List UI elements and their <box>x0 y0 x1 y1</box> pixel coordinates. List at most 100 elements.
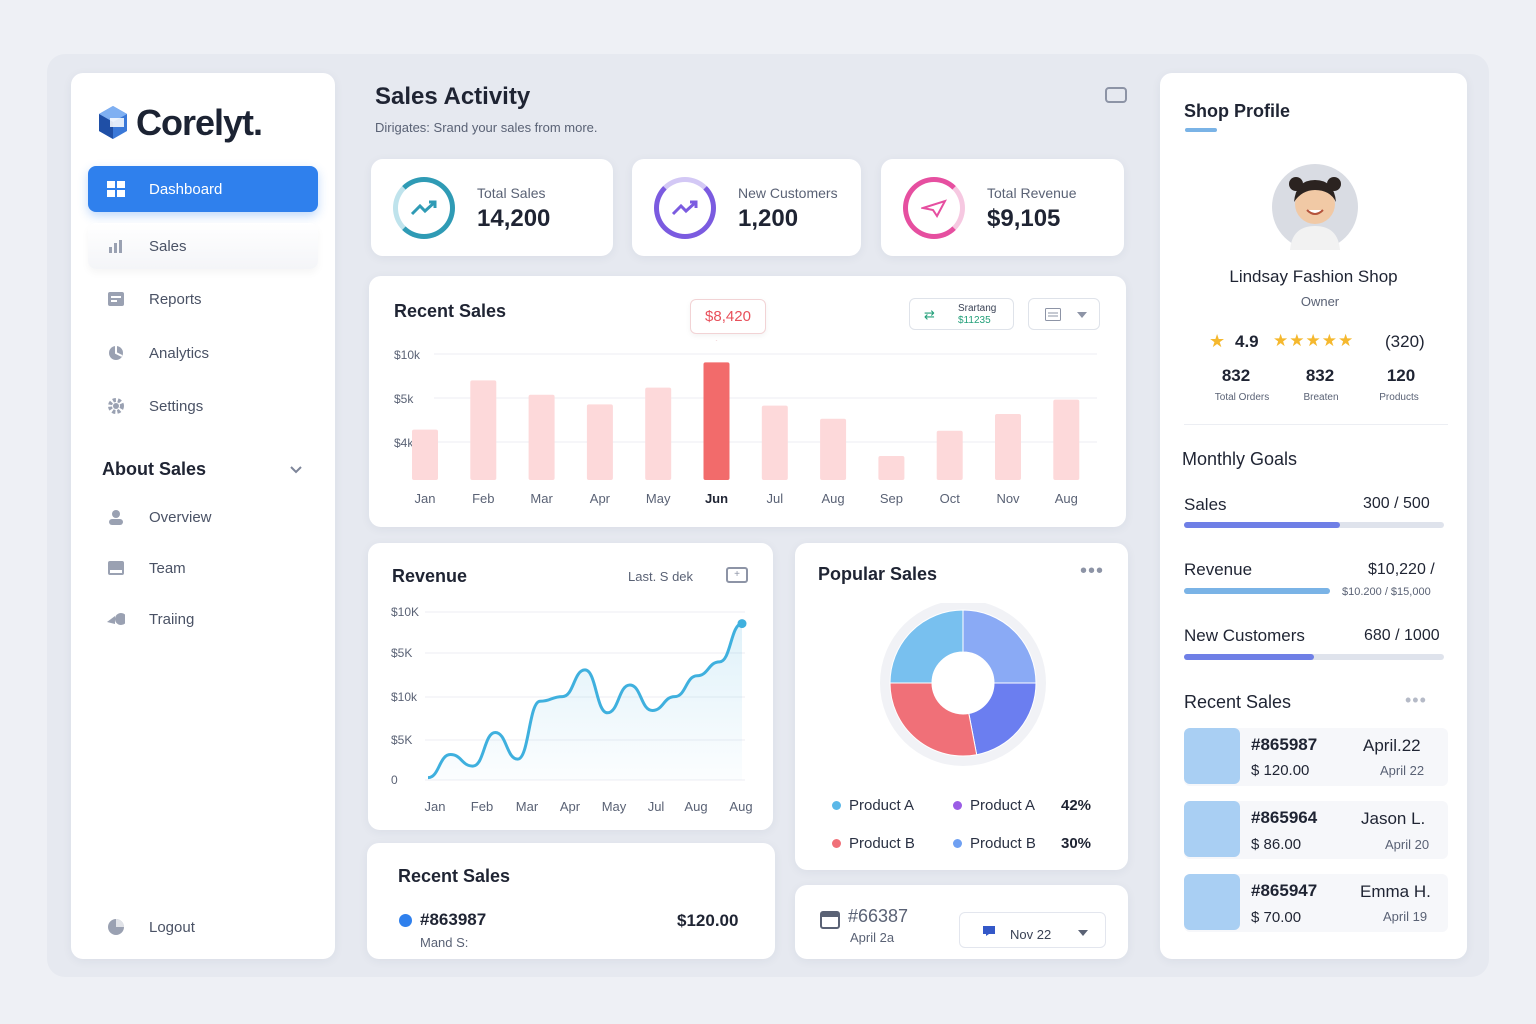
sidebar-item-reports[interactable]: Reports <box>88 276 318 322</box>
brand-logo[interactable]: Corelyt. <box>96 102 263 144</box>
trend-up-icon <box>654 177 716 239</box>
date-dropdown[interactable]: Nov 22 <box>959 912 1106 948</box>
sidebar-item-overview[interactable]: Overview <box>88 494 318 540</box>
bar <box>1053 399 1080 480</box>
bar <box>761 405 788 480</box>
more-icon[interactable]: ••• <box>1080 560 1105 582</box>
goal-progress-fill <box>1184 654 1314 660</box>
stat-card-new-customers[interactable]: New Customers 1,200 <box>632 159 861 256</box>
title-underline <box>1185 128 1217 132</box>
sale-amount: $ 86.00 <box>1251 836 1302 853</box>
sale-amount: $ 120.00 <box>1251 762 1310 779</box>
avatar[interactable] <box>1272 164 1358 250</box>
mini-order-date: April 2a <box>850 930 895 945</box>
x-tick-label: Aug <box>729 799 752 814</box>
stat-label: Total Sales <box>477 185 546 201</box>
tooltip-pointer <box>715 340 718 341</box>
goal-progress-bar <box>1184 588 1330 594</box>
x-tick-label: Jan <box>415 491 436 506</box>
badge-line2: $11235 <box>958 315 991 326</box>
y-tick-label: $10k <box>394 348 421 362</box>
about-sales-heading[interactable]: About Sales <box>102 459 207 479</box>
bar-tooltip: $8,420 <box>690 299 766 334</box>
x-tick-label: Jan <box>425 799 446 814</box>
calendar-icon <box>820 911 840 929</box>
profile-stat-value: 832 <box>1305 366 1335 385</box>
sidebar-item-team[interactable]: Team <box>88 545 318 591</box>
legend-dot <box>832 839 841 848</box>
legend-dot <box>953 801 962 810</box>
order-id[interactable]: #863987 <box>420 910 487 929</box>
x-tick-label: Feb <box>472 491 494 506</box>
recent-sales-bar-chart: $10k $5k $4k Jan Feb Mar Apr May Jun Jul Aug Sep Oct… <box>394 340 1097 506</box>
x-tick-label: Jul <box>766 491 783 506</box>
sidebar-item-analytics[interactable]: Analytics <box>88 330 318 376</box>
sale-id: #865987 <box>1251 735 1318 754</box>
chart-view-dropdown[interactable] <box>1028 298 1100 330</box>
goal-progress-bar <box>1184 654 1444 660</box>
profile-stat-value: 832 <box>1221 366 1251 385</box>
gear-icon <box>107 397 125 415</box>
sidebar-item-settings[interactable]: Settings <box>88 383 318 429</box>
sale-date: April 20 <box>1385 837 1430 852</box>
sidebar-item-label: Team <box>149 559 186 577</box>
goal-value: 300 / 500 <box>1363 495 1430 512</box>
legend-item: Product A <box>832 797 914 814</box>
x-tick-label: Oct <box>940 491 961 506</box>
popular-sales-title: Popular Sales <box>818 564 938 584</box>
recent-sales-chart-title: Recent Sales <box>394 301 507 321</box>
x-tick-label: Feb <box>471 799 493 814</box>
x-tick-label: Mar <box>530 491 553 506</box>
rating-stars-icon: ★★★★★ <box>1273 331 1355 350</box>
divider <box>1184 424 1448 425</box>
bar <box>586 404 613 480</box>
review-count: (320) <box>1385 332 1425 351</box>
add-icon[interactable]: + <box>726 567 748 583</box>
sidebar-item-label: Overview <box>149 508 212 526</box>
x-tick-label: Sep <box>880 491 903 506</box>
profile-stat-label: Breaten <box>1303 392 1339 403</box>
bar <box>703 362 730 480</box>
brand-name: Corelyt. <box>136 102 263 143</box>
badge-line1: Srartang <box>958 303 997 314</box>
page-subtitle: Dirigates: Srand your sales from more. <box>375 120 598 135</box>
send-icon <box>903 177 965 239</box>
goal-value: $10,220 / <box>1368 561 1435 578</box>
legend-item: Product B <box>832 835 915 852</box>
logout-button[interactable]: Logout <box>88 904 318 950</box>
revenue-filter[interactable]: Last. S dek <box>628 569 694 584</box>
page-title: Sales Activity <box>375 83 531 110</box>
chevron-down-icon[interactable] <box>289 462 303 478</box>
sidebar-item-training[interactable]: Traiing <box>88 596 318 642</box>
sidebar-item-dashboard[interactable]: Dashboard <box>88 166 318 212</box>
folder-icon <box>1045 308 1061 321</box>
flag-icon <box>983 926 995 936</box>
stat-value: $9,105 <box>987 205 1061 232</box>
dropdown-value: Nov 22 <box>1010 927 1052 942</box>
message-icon[interactable] <box>1105 87 1127 103</box>
sidebar-item-sales[interactable]: Sales <box>88 223 318 269</box>
profile-stat-label: Total Orders <box>1214 392 1270 403</box>
logo-icon <box>99 106 127 139</box>
stat-card-total-revenue[interactable]: Total Revenue $9,105 <box>881 159 1124 256</box>
more-icon[interactable]: ••• <box>1405 690 1427 710</box>
mini-order-id[interactable]: #66387 <box>848 906 909 926</box>
star-icon: ★ <box>1209 331 1226 351</box>
x-tick-label: Jun <box>705 491 728 506</box>
bar <box>995 414 1021 480</box>
team-icon <box>107 559 125 577</box>
sale-date: April 19 <box>1383 909 1428 924</box>
starting-badge[interactable]: ⇄ Srartang $11235 <box>909 298 1014 330</box>
y-tick-label: 0 <box>391 773 398 787</box>
revenue-chart-title: Revenue <box>392 566 468 586</box>
popular-sales-donut <box>880 603 1046 766</box>
report-icon <box>107 290 125 308</box>
legend-percent-b: 30% <box>1061 835 1092 852</box>
x-tick-label: Apr <box>590 491 611 506</box>
y-tick-label: $4k <box>394 436 414 450</box>
bar <box>528 394 555 480</box>
bar-chart-icon <box>107 237 125 255</box>
goal-value: 680 / 1000 <box>1364 627 1440 644</box>
rating-value: 4.9 <box>1235 332 1259 351</box>
stat-card-total-sales[interactable]: Total Sales 14,200 <box>371 159 613 256</box>
